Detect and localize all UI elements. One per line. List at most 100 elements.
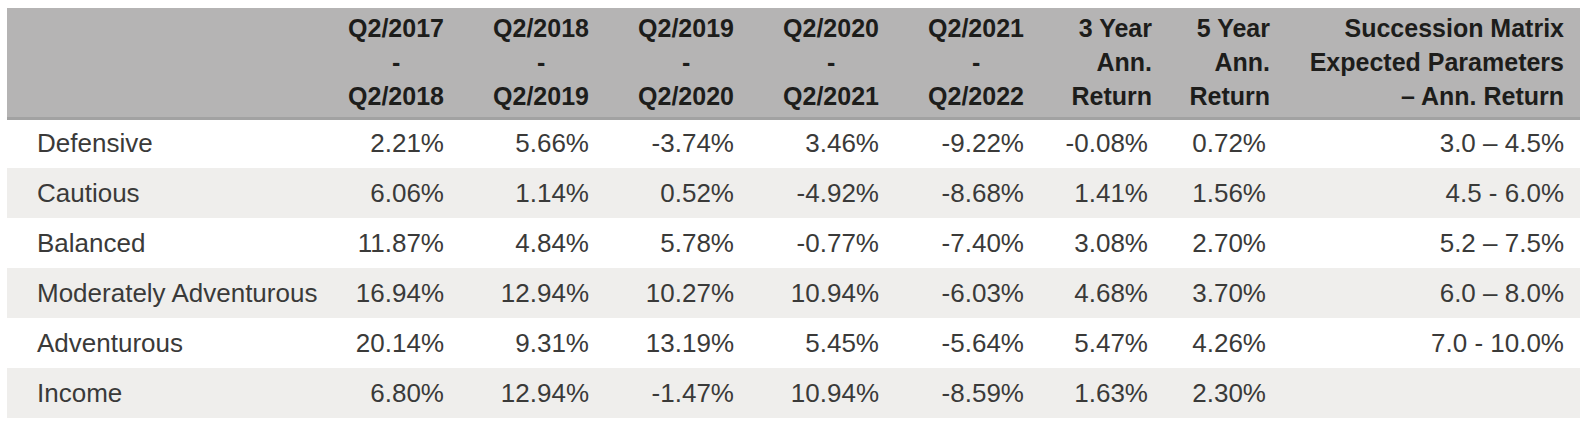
header-line: Ann.	[1071, 45, 1152, 79]
cell-value: 10.94%	[734, 368, 879, 418]
cell-value: 5.66%	[444, 118, 589, 168]
header-text-block: Q2/2018 - Q2/2019	[493, 11, 589, 113]
row-label: Balanced	[7, 218, 299, 268]
cell-value: -8.59%	[879, 368, 1024, 418]
cell-value	[1270, 368, 1580, 418]
cell-value: 3.0 – 4.5%	[1270, 118, 1580, 168]
col-header-period-2017-2018: Q2/2017 - Q2/2018	[299, 8, 444, 118]
header-line: Ann.	[1189, 45, 1270, 79]
cell-value: 4.26%	[1152, 318, 1270, 368]
header-line: 3 Year	[1071, 11, 1152, 45]
cell-value: 10.27%	[589, 268, 734, 318]
table-row-cautious: Cautious 6.06% 1.14% 0.52% -4.92% -8.68%…	[7, 168, 1580, 218]
cell-value: 13.19%	[589, 318, 734, 368]
cell-value: -8.68%	[879, 168, 1024, 218]
col-header-period-2019-2020: Q2/2019 - Q2/2020	[589, 8, 734, 118]
col-header-period-2020-2021: Q2/2020 - Q2/2021	[734, 8, 879, 118]
header-line: Expected Parameters	[1310, 45, 1564, 79]
cell-value: 10.94%	[734, 268, 879, 318]
cell-value: 3.70%	[1152, 268, 1270, 318]
col-header-period-2018-2019: Q2/2018 - Q2/2019	[444, 8, 589, 118]
col-header-3yr-ann-return: 3 Year Ann. Return	[1024, 8, 1152, 118]
returns-table: Q2/2017 - Q2/2018 Q2/2018 - Q2/2019 Q2/2…	[7, 8, 1580, 418]
cell-value: 4.84%	[444, 218, 589, 268]
cell-value: 1.14%	[444, 168, 589, 218]
cell-value: 0.52%	[589, 168, 734, 218]
cell-value: -1.47%	[589, 368, 734, 418]
cell-value: 5.45%	[734, 318, 879, 368]
col-header-succession-matrix: Succession Matrix Expected Parameters – …	[1270, 8, 1580, 118]
cell-value: 5.47%	[1024, 318, 1152, 368]
cell-value: 20.14%	[299, 318, 444, 368]
header-text-block: Q2/2021 - Q2/2022	[928, 11, 1024, 113]
row-label: Income	[7, 368, 299, 418]
header-line: -	[493, 45, 589, 79]
cell-value: 12.94%	[444, 268, 589, 318]
table-row-income: Income 6.80% 12.94% -1.47% 10.94% -8.59%…	[7, 368, 1580, 418]
cell-value: 1.56%	[1152, 168, 1270, 218]
header-text-block: 5 Year Ann. Return	[1189, 11, 1270, 113]
header-line: Q2/2020	[638, 79, 734, 113]
header-line: -	[783, 45, 879, 79]
cell-value: 9.31%	[444, 318, 589, 368]
col-header-5yr-ann-return: 5 Year Ann. Return	[1152, 8, 1270, 118]
cell-value: 16.94%	[299, 268, 444, 318]
cell-value: 3.46%	[734, 118, 879, 168]
header-line: Q2/2019	[638, 11, 734, 45]
header-line: Q2/2017	[348, 11, 444, 45]
cell-value: -0.77%	[734, 218, 879, 268]
header-line: Q2/2018	[348, 79, 444, 113]
cell-value: -0.08%	[1024, 118, 1152, 168]
corner-cell	[7, 8, 299, 118]
cell-value: -9.22%	[879, 118, 1024, 168]
header-line: -	[638, 45, 734, 79]
cell-value: 6.80%	[299, 368, 444, 418]
cell-value: 5.78%	[589, 218, 734, 268]
table-row-adventurous: Adventurous 20.14% 9.31% 13.19% 5.45% -5…	[7, 318, 1580, 368]
cell-value: 2.21%	[299, 118, 444, 168]
table-row-moderately-adventurous: Moderately Adventurous 16.94% 12.94% 10.…	[7, 268, 1580, 318]
header-text-block: Q2/2020 - Q2/2021	[783, 11, 879, 113]
cell-value: -4.92%	[734, 168, 879, 218]
row-label: Defensive	[7, 118, 299, 168]
header-text-block: Q2/2017 - Q2/2018	[348, 11, 444, 113]
cell-value: 1.41%	[1024, 168, 1152, 218]
cell-value: 2.30%	[1152, 368, 1270, 418]
header-line: Succession Matrix	[1310, 11, 1564, 45]
cell-value: 0.72%	[1152, 118, 1270, 168]
header-text-block: Succession Matrix Expected Parameters – …	[1310, 11, 1564, 113]
header-line: Q2/2020	[783, 11, 879, 45]
header-text-block: Q2/2019 - Q2/2020	[638, 11, 734, 113]
cell-value: 4.5 - 6.0%	[1270, 168, 1580, 218]
cell-value: -7.40%	[879, 218, 1024, 268]
header-line: Q2/2019	[493, 79, 589, 113]
col-header-period-2021-2022: Q2/2021 - Q2/2022	[879, 8, 1024, 118]
cell-value: -3.74%	[589, 118, 734, 168]
header-line: Return	[1189, 79, 1270, 113]
cell-value: 5.2 – 7.5%	[1270, 218, 1580, 268]
table-row-balanced: Balanced 11.87% 4.84% 5.78% -0.77% -7.40…	[7, 218, 1580, 268]
cell-value: 7.0 - 10.0%	[1270, 318, 1580, 368]
header-line: Q2/2021	[783, 79, 879, 113]
header-line: -	[348, 45, 444, 79]
cell-value: 4.68%	[1024, 268, 1152, 318]
cell-value: 6.06%	[299, 168, 444, 218]
table-row-defensive: Defensive 2.21% 5.66% -3.74% 3.46% -9.22…	[7, 118, 1580, 168]
cell-value: 11.87%	[299, 218, 444, 268]
row-label: Adventurous	[7, 318, 299, 368]
cell-value: -5.64%	[879, 318, 1024, 368]
header-line: Q2/2021	[928, 11, 1024, 45]
cell-value: -6.03%	[879, 268, 1024, 318]
header-line: – Ann. Return	[1310, 79, 1564, 113]
cell-value: 2.70%	[1152, 218, 1270, 268]
cell-value: 6.0 – 8.0%	[1270, 268, 1580, 318]
cell-value: 3.08%	[1024, 218, 1152, 268]
header-line: 5 Year	[1189, 11, 1270, 45]
header-line: Q2/2018	[493, 11, 589, 45]
row-label: Cautious	[7, 168, 299, 218]
row-label: Moderately Adventurous	[7, 268, 299, 318]
cell-value: 1.63%	[1024, 368, 1152, 418]
header-text-block: 3 Year Ann. Return	[1071, 11, 1152, 113]
header-row: Q2/2017 - Q2/2018 Q2/2018 - Q2/2019 Q2/2…	[7, 8, 1580, 118]
cell-value: 12.94%	[444, 368, 589, 418]
